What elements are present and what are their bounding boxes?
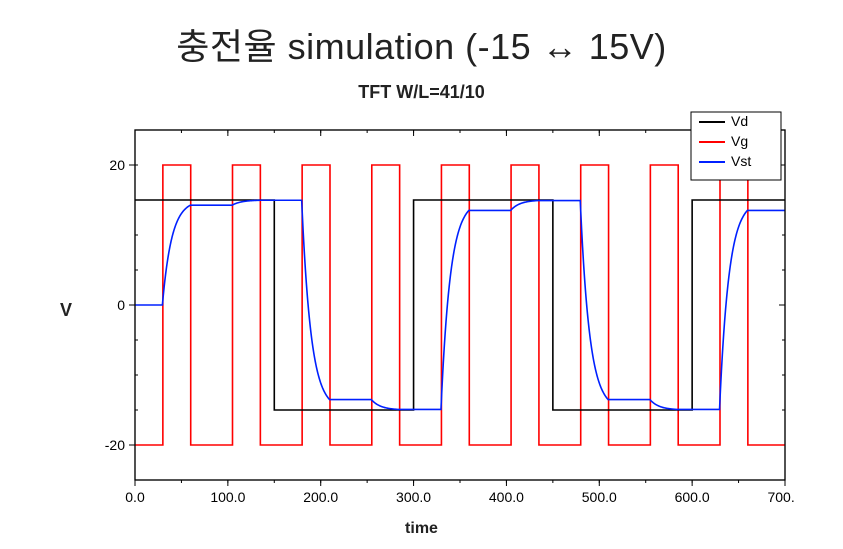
svg-text:0: 0 xyxy=(117,297,125,313)
svg-text:700.0: 700.0 xyxy=(767,489,795,505)
svg-text:Vg: Vg xyxy=(731,133,748,149)
svg-text:500.0: 500.0 xyxy=(582,489,617,505)
svg-text:0.0: 0.0 xyxy=(125,489,145,505)
svg-text:Vst: Vst xyxy=(731,153,751,169)
svg-text:400.0: 400.0 xyxy=(489,489,524,505)
svg-text:600.0: 600.0 xyxy=(675,489,710,505)
svg-text:100.0: 100.0 xyxy=(210,489,245,505)
svg-text:200.0: 200.0 xyxy=(303,489,338,505)
chart-subtitle: TFT W/L=41/10 xyxy=(0,82,843,103)
page-title: 충전율 simulation (-15 ↔ 15V) xyxy=(0,18,843,70)
svg-text:300.0: 300.0 xyxy=(396,489,431,505)
svg-text:-20: -20 xyxy=(105,437,125,453)
svg-text:Vd: Vd xyxy=(731,113,748,129)
svg-text:20: 20 xyxy=(109,157,125,173)
page: 충전율 simulation (-15 ↔ 15V) TFT W/L=41/10… xyxy=(0,0,843,549)
chart-svg: 0.0 100.0 200.0 300.0 400.0 500.0 600.0 700.0 -2… xyxy=(55,110,795,520)
chart-area: 0.0 100.0 200.0 300.0 400.0 500.0 600.0 700.0 -2… xyxy=(55,110,795,530)
